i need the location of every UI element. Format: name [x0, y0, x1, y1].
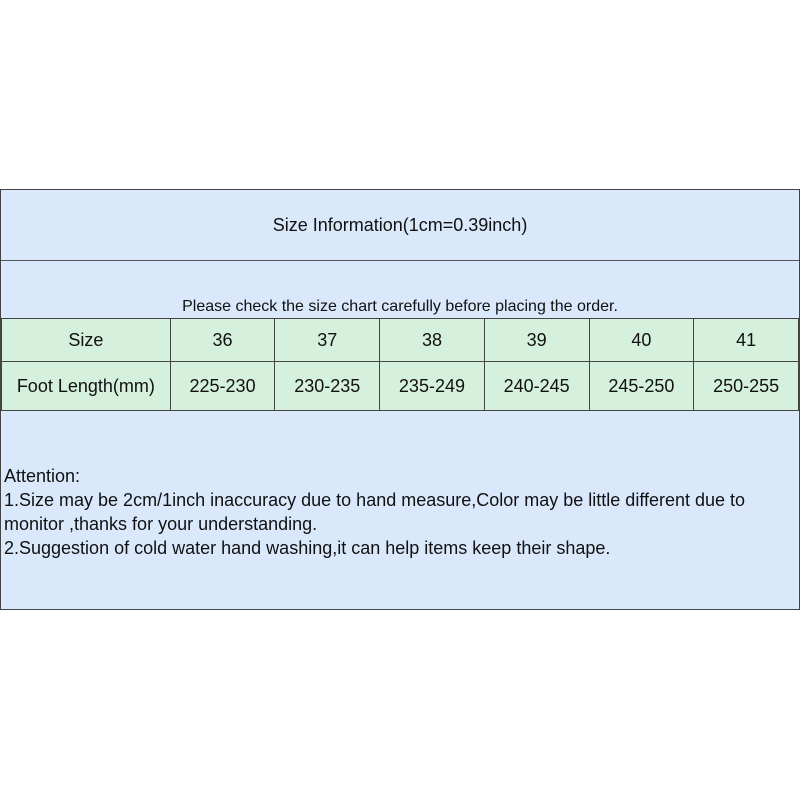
- table-cell: 240-245: [483, 361, 590, 411]
- size-table: Size 36 37 38 39 40 41 Foot Length(mm) 2…: [1, 318, 799, 411]
- table-cell: 40: [588, 318, 695, 362]
- table-cell: 225-230: [169, 361, 276, 411]
- attention-line: 1.Size may be 2cm/1inch inaccuracy due t…: [4, 490, 746, 534]
- attention-heading: Attention:: [4, 466, 81, 486]
- table-cell: Size: [1, 318, 171, 362]
- table-cell: 41: [693, 318, 799, 362]
- table-cell: 39: [483, 318, 590, 362]
- table-row: Size 36 37 38 39 40 41: [1, 318, 799, 362]
- table-cell: 250-255: [693, 361, 799, 411]
- table-cell: 245-250: [588, 361, 695, 411]
- size-chart: Size Information(1cm=0.39inch) Please ch…: [0, 189, 800, 610]
- table-cell: 36: [169, 318, 276, 362]
- table-cell: Foot Length(mm): [1, 361, 171, 411]
- chart-title: Size Information(1cm=0.39inch): [1, 190, 799, 261]
- table-cell: 235-249: [379, 361, 485, 411]
- attention-section: Attention: 1.Size may be 2cm/1inch inacc…: [4, 464, 799, 560]
- attention-line: 2.Suggestion of cold water hand washing,…: [4, 538, 611, 558]
- table-cell: 38: [379, 318, 485, 362]
- table-cell: 37: [274, 318, 381, 362]
- table-row: Foot Length(mm) 225-230 230-235 235-249 …: [1, 361, 799, 411]
- order-note: Please check the size chart carefully be…: [182, 298, 618, 315]
- table-cell: 230-235: [274, 361, 381, 411]
